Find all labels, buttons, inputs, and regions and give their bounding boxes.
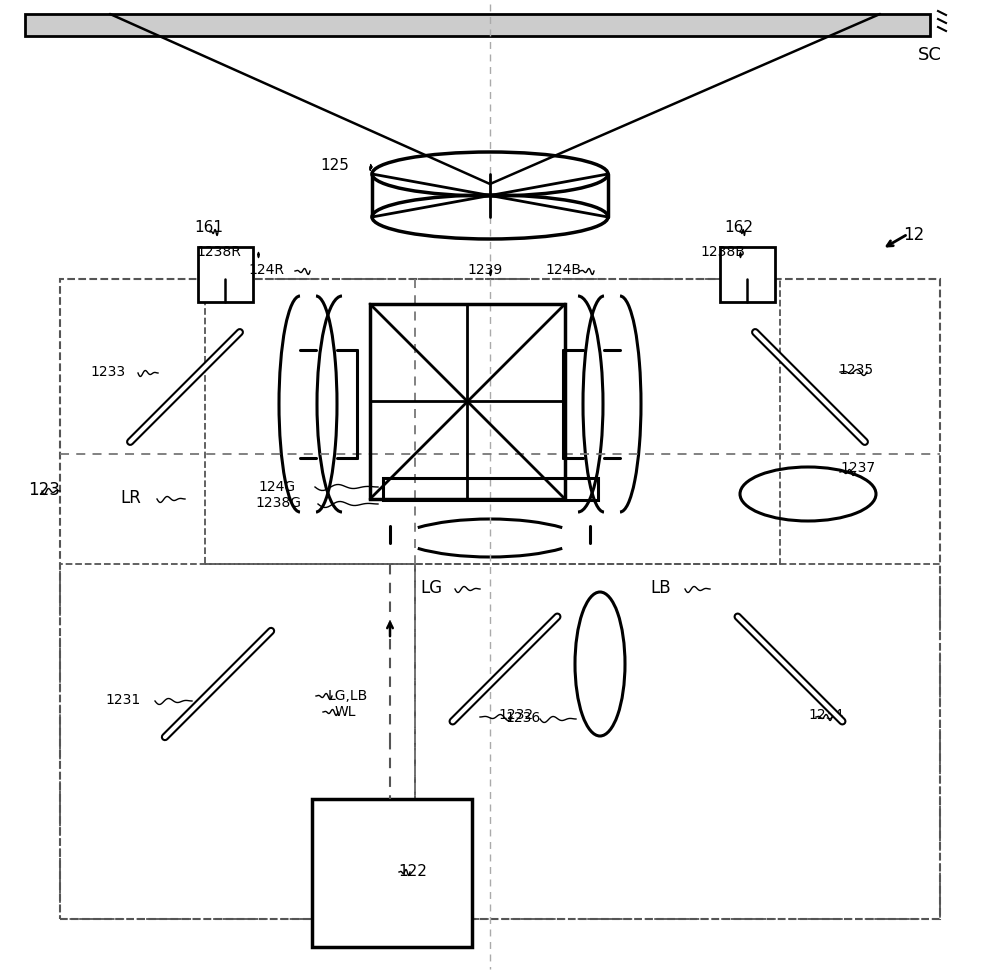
Bar (60, 564, 415, 919)
Text: 1232: 1232 (498, 707, 533, 721)
Text: 124B: 124B (545, 263, 581, 277)
Bar (312, 799, 472, 947)
Text: 1236: 1236 (505, 710, 540, 725)
Bar (198, 247, 253, 302)
Bar (60, 280, 940, 919)
Text: 1231: 1231 (105, 692, 140, 706)
Text: 1235: 1235 (838, 363, 873, 377)
Text: LG,LB: LG,LB (328, 689, 368, 702)
Bar (205, 280, 780, 564)
Text: 1238B: 1238B (700, 244, 745, 259)
Text: 1239: 1239 (467, 263, 502, 277)
Text: LB: LB (650, 578, 671, 597)
Text: 124G: 124G (258, 479, 295, 494)
Text: 122: 122 (398, 864, 427, 878)
Bar (370, 305, 565, 500)
Text: LR: LR (120, 488, 141, 507)
Text: 1233: 1233 (90, 365, 125, 378)
Text: 1237: 1237 (840, 461, 875, 474)
Text: 1238G: 1238G (255, 496, 301, 510)
Text: 162: 162 (724, 220, 753, 236)
Text: LG: LG (420, 578, 442, 597)
Bar (415, 564, 940, 919)
Text: 1234: 1234 (808, 707, 843, 721)
Bar (25, 15, 930, 37)
Text: 124R: 124R (248, 263, 284, 277)
Bar (720, 247, 775, 302)
Text: 125: 125 (320, 157, 349, 172)
Bar (383, 478, 598, 501)
Text: 161: 161 (194, 220, 223, 236)
Text: WL: WL (335, 704, 357, 718)
Text: 123: 123 (28, 480, 60, 499)
Text: 1238R: 1238R (196, 244, 241, 259)
Text: SC: SC (918, 46, 942, 64)
Text: 12: 12 (903, 226, 924, 244)
